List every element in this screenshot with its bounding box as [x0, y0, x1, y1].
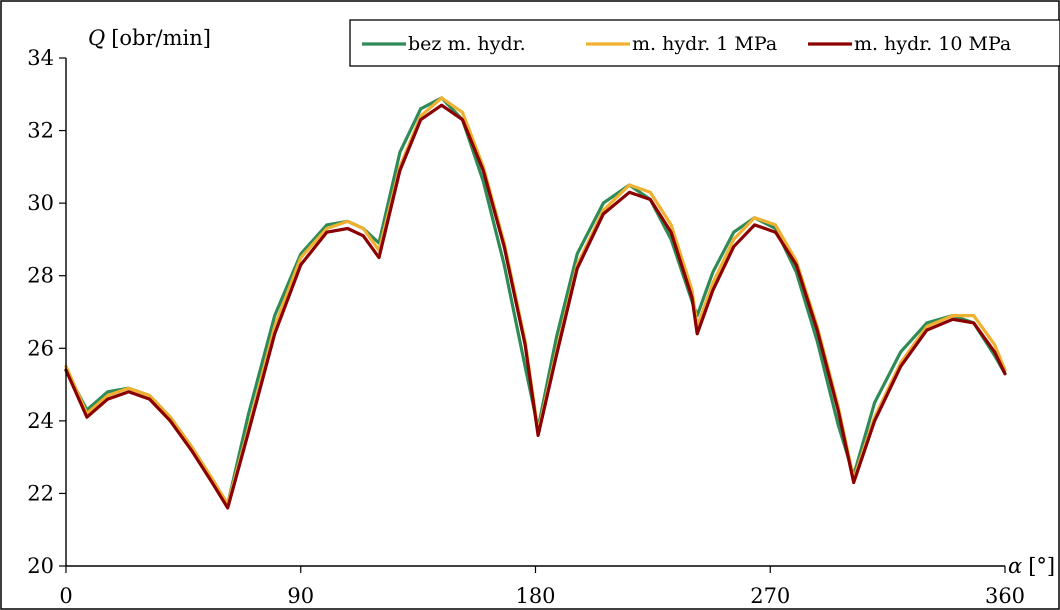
x-tick-label: 270: [750, 584, 790, 608]
legend-label: bez m. hydr.: [408, 33, 526, 55]
y-tick-label: 32: [27, 119, 54, 143]
x-axis-variable: α: [1008, 554, 1022, 578]
y-tick-label: 20: [27, 554, 54, 578]
y-axis-variable: Q: [88, 26, 105, 50]
x-tick-label: 0: [59, 584, 72, 608]
series-line-2: [66, 98, 1005, 504]
y-axis-title: Q [obr/min]: [88, 26, 211, 50]
legend-label: m. hydr. 1 MPa: [632, 33, 777, 55]
y-tick-label: 28: [27, 264, 54, 288]
y-ticks: 20 22 24 26 28 30 32 34: [27, 46, 66, 578]
y-tick-label: 22: [27, 481, 54, 505]
series-line-3: [66, 105, 1005, 508]
x-tick-label: 180: [515, 584, 555, 608]
legend-label: m. hydr. 10 MPa: [854, 33, 1011, 55]
y-tick-label: 26: [27, 336, 54, 360]
x-axis-title: α [°]: [1008, 554, 1055, 578]
y-tick-label: 24: [27, 409, 54, 433]
legend: bez m. hydr. m. hydr. 1 MPa m. hydr. 10 MP…: [350, 20, 1060, 66]
y-tick-label: 30: [27, 191, 54, 215]
y-tick-label: 34: [27, 46, 54, 70]
x-tick-label: 90: [287, 584, 314, 608]
x-ticks: 0 90 180 270 360: [59, 566, 1025, 608]
series-layer: [66, 98, 1005, 508]
x-axis-unit: [°]: [1028, 554, 1055, 578]
y-axis-unit: [obr/min]: [111, 26, 211, 50]
x-tick-label: 360: [985, 584, 1025, 608]
